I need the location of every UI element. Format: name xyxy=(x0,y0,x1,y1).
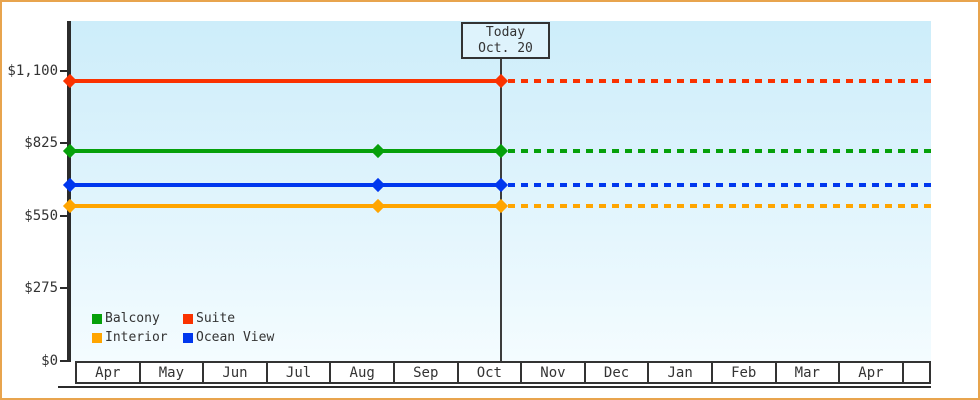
chart-legend: Balcony Suite Interior Ocean View xyxy=(92,311,274,345)
y-axis-tick-label: $275 xyxy=(24,280,58,296)
legend-label: Suite xyxy=(196,311,236,326)
legend-label: Ocean View xyxy=(196,330,275,345)
y-axis-tick-label: $1,100 xyxy=(7,62,58,79)
legend-label: Balcony xyxy=(105,311,160,326)
legend-label: Interior xyxy=(105,330,168,345)
month-cell-apr-12: Apr xyxy=(840,363,904,382)
legend-item-ocean-view: Ocean View xyxy=(183,330,274,345)
y-axis-tick-label: $0 xyxy=(41,352,58,369)
legend-swatch-icon xyxy=(92,313,102,324)
month-cell-jun-2: Jun xyxy=(204,363,268,382)
month-cell-jul-3: Jul xyxy=(268,363,332,382)
today-date: Oct. 20 xyxy=(478,40,533,56)
series-dash-interior xyxy=(508,204,931,209)
series-line-balcony xyxy=(69,148,501,153)
series-dash-suite xyxy=(508,79,931,84)
x-axis-baseline xyxy=(58,386,931,388)
legend-item-interior: Interior xyxy=(92,330,183,345)
y-axis-tick xyxy=(60,359,70,362)
y-axis-tick xyxy=(60,69,70,72)
x-axis-month-row: Apr May Jun Jul Aug Sep Oct Nov Dec Jan Feb Mar Apr xyxy=(75,361,931,384)
series-dash-ocean-view xyxy=(508,183,931,188)
month-cell-sep-5: Sep xyxy=(395,363,459,382)
month-cell-empty xyxy=(904,363,929,382)
series-line-suite xyxy=(69,79,501,84)
legend-swatch-icon xyxy=(183,332,193,343)
legend-item-suite: Suite xyxy=(183,311,274,326)
month-cell-nov-7: Nov xyxy=(522,363,586,382)
month-cell-jan-9: Jan xyxy=(649,363,713,382)
y-axis-tick xyxy=(60,214,70,217)
month-cell-oct-6: Oct xyxy=(459,363,523,382)
month-cell-dec-8: Dec xyxy=(586,363,650,382)
y-axis-tick xyxy=(60,287,70,289)
series-line-interior xyxy=(69,204,501,209)
month-cell-apr-0: Apr xyxy=(77,363,141,382)
today-annotation: Today Oct. 20 xyxy=(461,22,550,59)
month-cell-feb-10: Feb xyxy=(713,363,777,382)
y-axis-tick xyxy=(60,142,70,144)
month-cell-aug-4: Aug xyxy=(331,363,395,382)
legend-swatch-icon xyxy=(183,313,193,324)
y-axis-tick-label: $550 xyxy=(24,207,58,224)
series-line-ocean-view xyxy=(69,183,501,188)
legend-item-balcony: Balcony xyxy=(92,311,183,326)
y-axis-tick-label: $825 xyxy=(24,135,58,151)
month-cell-mar-11: Mar xyxy=(777,363,841,382)
month-cell-may-1: May xyxy=(141,363,205,382)
series-dash-balcony xyxy=(508,148,931,153)
today-label: Today xyxy=(485,24,526,40)
legend-swatch-icon xyxy=(92,332,102,343)
